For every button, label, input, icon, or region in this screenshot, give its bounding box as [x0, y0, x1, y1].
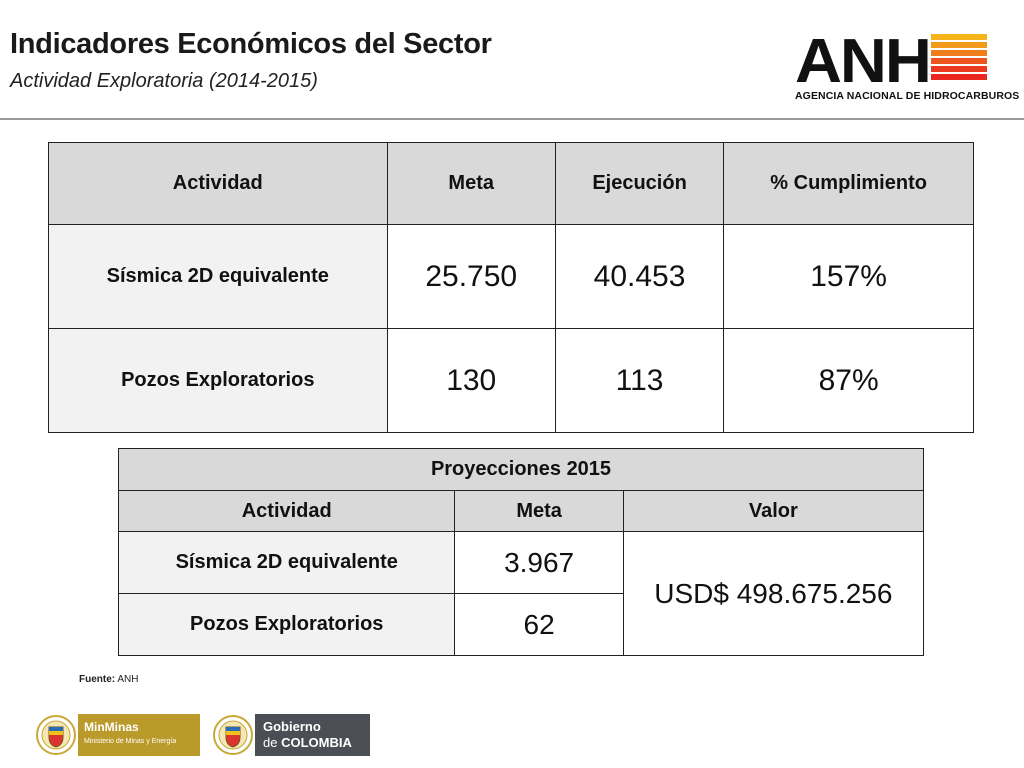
ministry-subtitle: Ministerio de Minas y Energía — [84, 738, 177, 745]
page-title: Indicadores Económicos del Sector — [10, 28, 492, 60]
cell-cumplimiento: 87% — [723, 328, 974, 433]
table-row: Sísmica 2D equivalente 3.967 USD$ 498.67… — [117, 531, 925, 656]
coat-of-arms-icon — [213, 715, 253, 755]
minminas-logo: MinMinas Ministerio de Minas y Energía — [36, 714, 200, 756]
table-header-row: Actividad Meta Ejecución % Cumplimiento — [48, 142, 974, 225]
col-header-actividad: Actividad — [117, 490, 456, 532]
col-header-meta: Meta — [454, 490, 624, 532]
table-caption-row: Proyecciones 2015 — [118, 448, 924, 491]
projections-caption: Proyecciones 2015 — [118, 448, 924, 491]
row-label: Pozos Exploratorios — [117, 593, 456, 656]
gobierno-line1: Gobierno — [263, 719, 321, 734]
gobierno-logo: Gobierno de COLOMBIA — [213, 714, 370, 756]
cell-ejecucion: 113 — [554, 328, 725, 433]
col-header-ejecucion: Ejecución — [554, 142, 725, 225]
anh-stripes-icon — [931, 34, 987, 80]
col-header-actividad: Actividad — [48, 142, 388, 225]
cell-ejecucion: 40.453 — [554, 224, 725, 329]
cell-meta: 3.967 — [454, 531, 624, 594]
col-header-valor: Valor — [622, 490, 925, 532]
col-header-meta: Meta — [386, 142, 556, 225]
row-label: Sísmica 2D equivalente — [48, 224, 388, 329]
row-label: Sísmica 2D equivalente — [117, 531, 456, 594]
gobierno-line2-prefix: de — [263, 735, 278, 750]
projections-table: Proyecciones 2015 Actividad Meta Valor S… — [117, 448, 925, 656]
anh-logo-wordmark: ANH — [795, 27, 932, 96]
cell-valor: USD$ 498.675.256 — [622, 531, 925, 656]
anh-logo: ANH AGENCIA NACIONAL DE HIDROCARBUROS — [795, 27, 1019, 104]
coat-of-arms-icon — [36, 715, 76, 755]
gobierno-line2-country: COLOMBIA — [281, 735, 352, 750]
cell-meta: 25.750 — [386, 224, 556, 329]
row-label: Pozos Exploratorios — [48, 328, 388, 433]
minminas-badge: MinMinas Ministerio de Minas y Energía — [78, 714, 200, 756]
header-divider — [0, 118, 1024, 120]
source-value: ANH — [117, 674, 139, 685]
table-row: Sísmica 2D equivalente 25.750 40.453 157… — [48, 224, 974, 329]
ministry-name: MinMinas — [84, 720, 139, 734]
gobierno-badge: Gobierno de COLOMBIA — [255, 714, 370, 756]
col-header-cumplimiento: % Cumplimiento — [723, 142, 974, 225]
gobierno-line2: de COLOMBIA — [263, 735, 352, 750]
table-header-row: Actividad Meta Valor — [117, 490, 925, 532]
activity-table: Actividad Meta Ejecución % Cumplimiento … — [48, 142, 974, 433]
cell-cumplimiento: 157% — [723, 224, 974, 329]
cell-meta: 130 — [386, 328, 556, 433]
page-subtitle: Actividad Exploratoria (2014-2015) — [10, 70, 318, 92]
cell-meta: 62 — [454, 593, 624, 656]
anh-agency-name: AGENCIA NACIONAL DE HIDROCARBUROS — [795, 90, 1020, 102]
table-row: Pozos Exploratorios 130 113 87% — [48, 328, 974, 433]
source-label: Fuente: — [79, 674, 116, 685]
table-row: Pozos Exploratorios 62 — [117, 593, 924, 656]
source-note: Fuente: ANH — [79, 674, 138, 685]
